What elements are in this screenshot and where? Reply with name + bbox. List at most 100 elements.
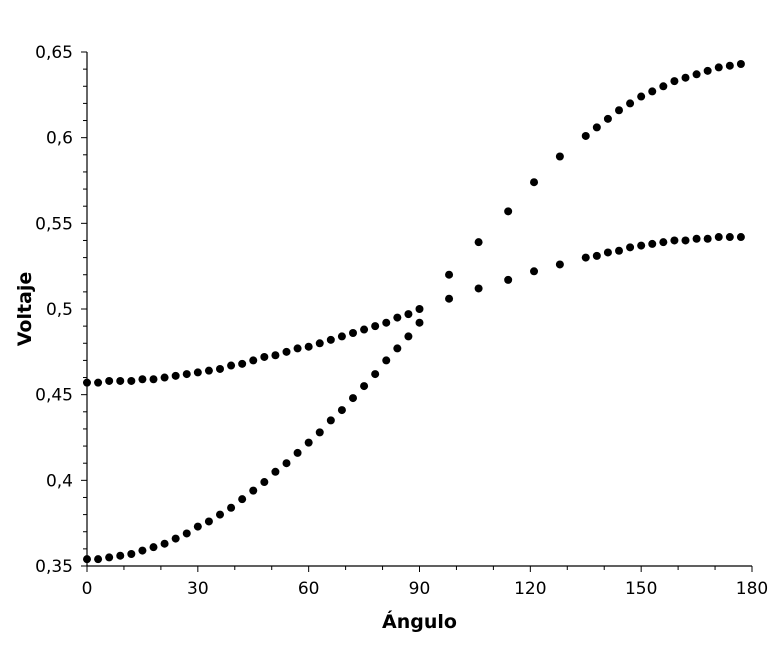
data-point bbox=[105, 376, 114, 385]
data-point bbox=[83, 378, 91, 387]
data-point bbox=[116, 551, 125, 560]
data-point bbox=[105, 553, 114, 562]
y-tick-label: 0,45 bbox=[35, 386, 73, 406]
data-point bbox=[445, 294, 454, 303]
data-point bbox=[703, 66, 712, 75]
data-point bbox=[603, 248, 612, 257]
data-point bbox=[592, 251, 601, 260]
data-point bbox=[138, 546, 147, 555]
data-point bbox=[736, 59, 745, 68]
y-tick-label: 0,35 bbox=[35, 557, 73, 577]
data-point bbox=[603, 114, 612, 123]
y-tick-labels: 0,35 0,4 0,45 0,5 0,55 0,6 0,65 bbox=[35, 43, 73, 577]
data-point bbox=[94, 378, 103, 387]
data-point bbox=[371, 322, 380, 331]
data-point bbox=[171, 371, 180, 380]
data-point bbox=[659, 82, 668, 91]
series-1-points bbox=[83, 233, 745, 387]
data-point bbox=[204, 517, 213, 526]
data-point bbox=[626, 243, 635, 252]
data-point bbox=[637, 241, 646, 250]
data-point bbox=[238, 359, 247, 368]
data-point bbox=[293, 448, 302, 457]
data-point bbox=[615, 246, 623, 255]
data-point bbox=[360, 382, 369, 391]
data-point bbox=[648, 87, 657, 96]
data-point bbox=[116, 376, 125, 385]
data-point bbox=[725, 61, 734, 70]
x-tick-label: 30 bbox=[187, 579, 209, 599]
data-point bbox=[615, 106, 623, 115]
data-point bbox=[304, 342, 313, 351]
data-point bbox=[382, 356, 391, 365]
data-point bbox=[474, 238, 483, 247]
data-point bbox=[670, 77, 679, 86]
data-point bbox=[349, 394, 357, 403]
data-point bbox=[681, 236, 690, 245]
data-point bbox=[703, 234, 712, 243]
data-point bbox=[555, 152, 564, 161]
data-point bbox=[138, 375, 147, 384]
data-point bbox=[404, 310, 413, 319]
data-point bbox=[193, 368, 202, 377]
data-point bbox=[94, 555, 103, 564]
data-point bbox=[371, 370, 380, 379]
x-tick-label: 150 bbox=[625, 579, 657, 599]
data-point bbox=[415, 318, 424, 327]
data-point bbox=[127, 376, 136, 385]
data-point bbox=[315, 339, 324, 348]
data-point bbox=[337, 406, 346, 415]
data-point bbox=[555, 260, 564, 269]
data-point bbox=[83, 555, 91, 564]
y-tick-label: 0,65 bbox=[35, 43, 73, 63]
y-tick-label: 0,6 bbox=[46, 129, 73, 149]
data-point bbox=[393, 313, 402, 322]
data-point bbox=[504, 275, 513, 284]
data-point bbox=[530, 267, 539, 276]
x-tick-labels: 0 30 60 90 120 150 180 bbox=[82, 579, 769, 599]
data-point bbox=[360, 325, 369, 334]
data-point bbox=[349, 328, 357, 337]
data-point bbox=[249, 486, 258, 495]
data-point bbox=[260, 352, 269, 361]
data-point bbox=[581, 253, 590, 262]
data-point bbox=[204, 366, 213, 375]
data-point bbox=[648, 239, 657, 248]
data-point bbox=[326, 335, 335, 344]
data-point bbox=[692, 70, 701, 79]
data-point bbox=[227, 503, 236, 512]
data-point bbox=[474, 284, 483, 293]
data-point bbox=[445, 270, 454, 279]
data-point bbox=[670, 236, 679, 245]
data-point bbox=[592, 123, 601, 132]
data-point bbox=[626, 99, 635, 108]
data-point bbox=[337, 332, 346, 341]
x-axis-title: Ángulo bbox=[382, 610, 457, 633]
data-point bbox=[315, 428, 324, 437]
data-point bbox=[659, 238, 668, 247]
data-point bbox=[127, 550, 136, 559]
series-2-points bbox=[83, 59, 745, 564]
data-point bbox=[271, 467, 280, 476]
data-point bbox=[504, 207, 513, 216]
data-point bbox=[282, 459, 291, 468]
ticks-layer bbox=[81, 51, 753, 572]
data-point bbox=[725, 233, 734, 242]
data-point bbox=[238, 495, 247, 504]
data-point bbox=[227, 361, 236, 370]
data-point bbox=[160, 373, 169, 382]
data-point bbox=[160, 539, 169, 548]
x-tick-label: 0 bbox=[82, 579, 93, 599]
data-point bbox=[681, 73, 690, 82]
data-point bbox=[182, 370, 191, 379]
x-tick-label: 60 bbox=[298, 579, 320, 599]
y-tick-label: 0,4 bbox=[46, 471, 73, 491]
data-point bbox=[182, 529, 191, 538]
data-point bbox=[637, 92, 646, 101]
data-point bbox=[149, 543, 158, 552]
data-point bbox=[282, 347, 291, 356]
data-point bbox=[304, 438, 313, 447]
y-tick-label: 0,5 bbox=[46, 300, 73, 320]
x-tick-label: 90 bbox=[409, 579, 431, 599]
